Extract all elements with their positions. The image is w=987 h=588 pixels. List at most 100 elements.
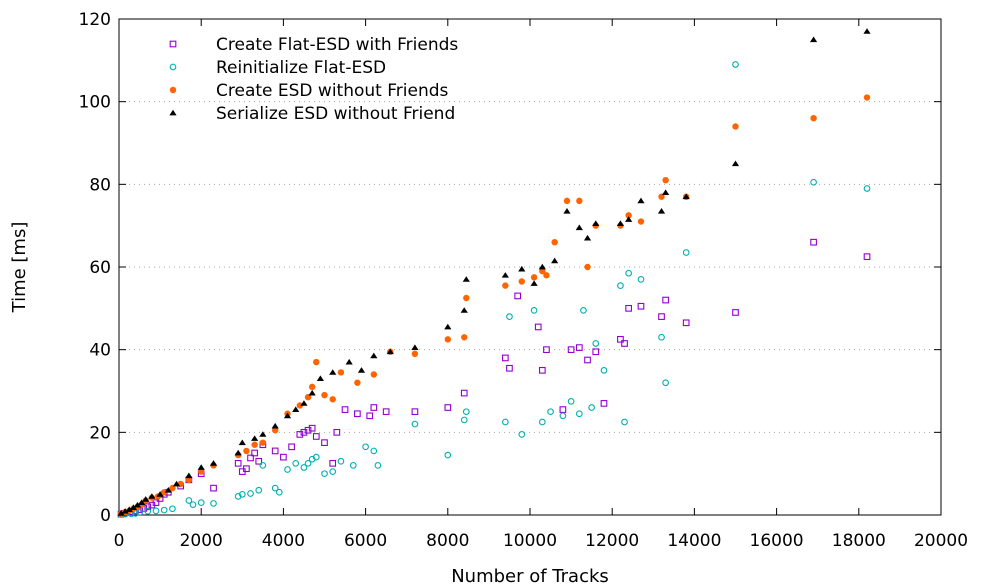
- data-point: [682, 193, 690, 200]
- data-point: [411, 350, 419, 357]
- y-tick-label: 60: [89, 258, 111, 278]
- data-point: [462, 408, 470, 416]
- x-tick-label: 10000: [503, 531, 557, 551]
- data-point: [234, 459, 242, 467]
- data-point: [501, 272, 509, 278]
- data-point: [271, 447, 279, 455]
- data-point: [251, 441, 258, 448]
- data-point: [284, 466, 291, 473]
- data-point: [292, 406, 300, 412]
- data-point: [304, 394, 312, 401]
- data-point: [460, 416, 468, 424]
- data-point: [538, 366, 546, 374]
- data-point: [444, 404, 452, 411]
- data-point: [637, 276, 645, 283]
- data-point: [559, 412, 567, 420]
- data-point: [121, 508, 129, 514]
- x-tick-label: 2000: [180, 531, 223, 551]
- data-point: [354, 410, 361, 418]
- data-point: [462, 276, 470, 282]
- data-point: [563, 197, 571, 205]
- data-point: [682, 319, 690, 327]
- data-point: [863, 185, 871, 192]
- data-point: [189, 501, 197, 509]
- data-point: [160, 506, 168, 514]
- data-point: [251, 449, 258, 457]
- data-point: [251, 435, 259, 441]
- x-tick-label: 14000: [667, 531, 721, 551]
- data-point: [657, 208, 666, 214]
- data-point: [506, 364, 513, 372]
- data-point: [583, 234, 592, 241]
- data-point: [539, 267, 546, 275]
- data-point: [164, 487, 172, 493]
- data-point: [411, 344, 419, 350]
- x-tick-label: 6000: [344, 531, 387, 551]
- data-point: [863, 94, 871, 101]
- data-point: [321, 439, 328, 447]
- data-point: [321, 391, 328, 399]
- y-tick-label: 40: [89, 341, 111, 361]
- data-point: [329, 369, 337, 375]
- data-point: [637, 197, 645, 204]
- x-tick-label: 20000: [914, 531, 968, 551]
- data-point: [117, 510, 125, 516]
- data-point: [292, 459, 300, 467]
- data-point: [600, 366, 608, 374]
- x-tick-label: 8000: [426, 531, 469, 551]
- data-point: [259, 439, 267, 446]
- data-point: [312, 453, 320, 461]
- data-point: [617, 282, 624, 289]
- data-point: [172, 480, 181, 487]
- series-3: [117, 94, 871, 517]
- data-point: [136, 509, 143, 516]
- data-point: [600, 400, 608, 407]
- data-point: [810, 238, 817, 246]
- data-point: [386, 348, 394, 355]
- data-point: [658, 333, 665, 341]
- data-point: [810, 115, 817, 122]
- data-point: [271, 484, 279, 492]
- data-point: [463, 294, 470, 302]
- data-point: [312, 433, 320, 440]
- data-point: [185, 472, 193, 479]
- data-point: [575, 344, 583, 351]
- data-point: [316, 375, 324, 381]
- data-point: [259, 431, 267, 437]
- data-point: [238, 439, 246, 446]
- data-point: [329, 396, 336, 403]
- data-point: [551, 239, 558, 246]
- data-point: [152, 507, 160, 515]
- data-point: [370, 352, 378, 359]
- data-point: [197, 464, 205, 470]
- data-point: [300, 428, 308, 436]
- data-point: [460, 307, 468, 313]
- data-point: [300, 464, 308, 471]
- data-point: [567, 397, 575, 405]
- data-point: [682, 249, 690, 256]
- data-point: [197, 499, 205, 506]
- data-point: [863, 28, 871, 34]
- data-point: [308, 389, 316, 396]
- data-point: [518, 265, 526, 272]
- data-point: [732, 123, 739, 130]
- data-point: [144, 503, 152, 511]
- data-point: [809, 36, 818, 43]
- data-point: [506, 313, 513, 320]
- data-point: [518, 431, 526, 438]
- data-point: [444, 451, 452, 459]
- data-point: [547, 408, 554, 416]
- data-point: [259, 462, 267, 469]
- y-tick-label: 120: [79, 10, 111, 30]
- data-point: [169, 505, 176, 513]
- data-point: [374, 462, 382, 469]
- data-point: [616, 220, 625, 226]
- data-point: [169, 484, 176, 492]
- legend-label: Create Flat-ESD with Friends: [216, 35, 458, 55]
- data-point: [460, 389, 468, 397]
- data-point: [210, 484, 217, 492]
- data-point: [370, 404, 378, 411]
- data-point: [588, 404, 596, 411]
- data-point: [288, 443, 295, 451]
